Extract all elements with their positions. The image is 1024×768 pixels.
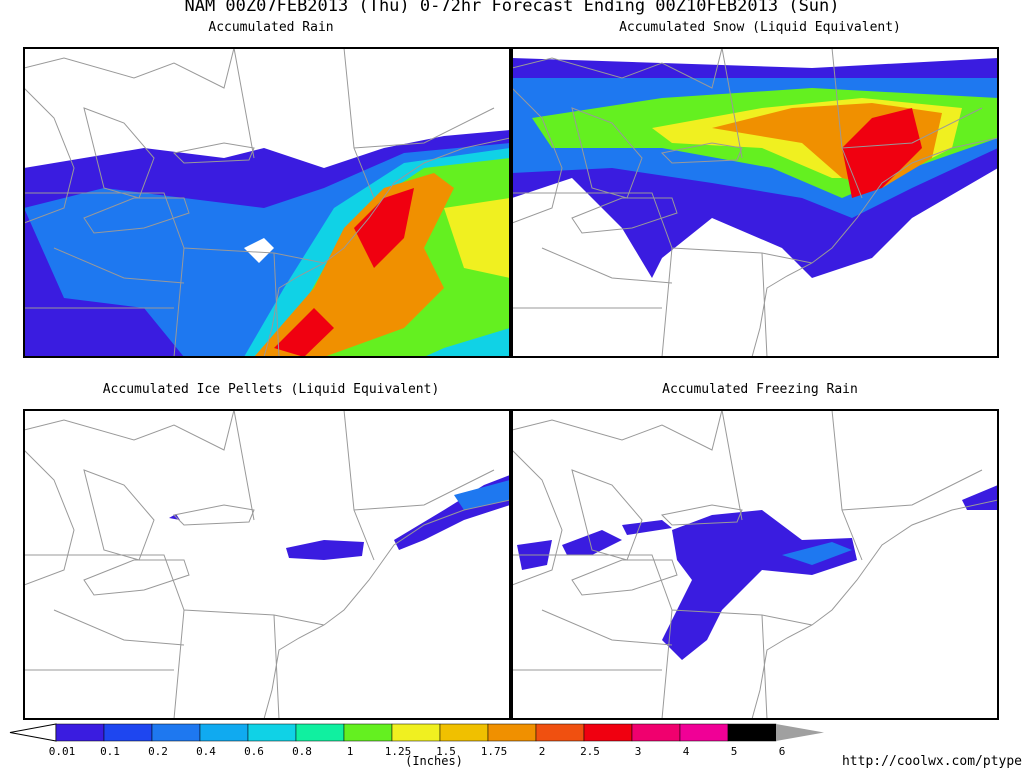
color-box	[631, 723, 681, 742]
colorbar-label: 3	[635, 745, 642, 758]
color-box	[391, 723, 441, 742]
panel-freezing-rain	[511, 409, 999, 720]
panel-title: Accumulated Rain	[208, 20, 333, 35]
colorbar-label: 2.5	[580, 745, 600, 758]
color-box	[679, 723, 729, 742]
color-box	[151, 723, 201, 742]
panel-snow	[511, 47, 999, 358]
colorbar-label: 0.6	[244, 745, 264, 758]
under-arrow	[9, 723, 57, 742]
units: (Inches)	[405, 754, 463, 768]
colorbar-label: 1.5	[436, 745, 456, 758]
color-box	[343, 723, 393, 742]
colorbar-label: 0.8	[292, 745, 312, 758]
panel-title: Accumulated Snow (Liquid Equivalent)	[619, 20, 901, 35]
panel-rain	[23, 47, 511, 358]
over-arrow	[776, 724, 824, 741]
colorbar-label: 1.75	[481, 745, 508, 758]
colorbar-label: 1.25	[385, 745, 412, 758]
panel-title: Accumulated Ice Pellets (Liquid Equivale…	[103, 382, 440, 397]
colorbar-label: 1	[347, 745, 354, 758]
colorbar-label: 0.1	[100, 745, 120, 758]
colorbar-label: 0.2	[148, 745, 168, 758]
color-box	[55, 723, 105, 742]
color-box	[583, 723, 633, 742]
colorbar-label: 4	[683, 745, 690, 758]
panel-ice-pellets	[23, 409, 511, 720]
colorbar-label: 2	[539, 745, 546, 758]
colorbar: 0.01 0.1 0.2 0.4 0.6 0.8 1 1.25 1.5 1.75 2 2.5 3 4 5 6	[9, 723, 824, 758]
colorbar-label: 5	[731, 745, 738, 758]
color-box	[295, 723, 345, 742]
color-box	[103, 723, 153, 742]
colorbar-label: 0.01	[49, 745, 76, 758]
main-title: NAM 00Z07FEB2013 (Thu) 0-72hr Forecast E…	[184, 0, 839, 16]
color-box	[199, 723, 249, 742]
colorbar-label: 0.4	[196, 745, 216, 758]
color-box	[535, 723, 585, 742]
color-box	[487, 723, 537, 742]
source-url: http://coolwx.com/ptype	[842, 754, 1022, 768]
colorbar-label: 6	[779, 745, 786, 758]
color-box	[727, 723, 777, 742]
color-box	[439, 723, 489, 742]
panel-title: Accumulated Freezing Rain	[662, 382, 858, 397]
color-box	[247, 723, 297, 742]
